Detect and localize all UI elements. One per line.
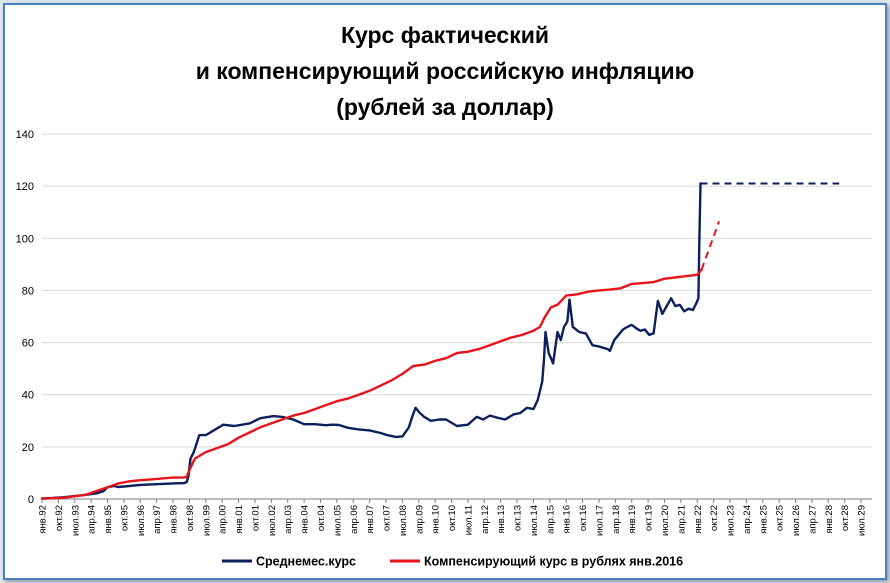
x-tick-label-21: окт.07 bbox=[382, 505, 393, 531]
x-tick-label-14: июл.02 bbox=[267, 505, 278, 536]
x-tick-label-31: апр.15 bbox=[545, 505, 556, 534]
y-tick-label-2: 40 bbox=[22, 390, 34, 402]
x-tick-label-4: янв.95 bbox=[103, 505, 114, 534]
x-tick-label-26: июл.11 bbox=[463, 505, 474, 535]
chart-title-line-2: и компенсирующий российскую инфляцию bbox=[195, 58, 695, 84]
x-tick-label-29: окт.13 bbox=[513, 505, 524, 531]
x-tick-label-41: окт.22 bbox=[709, 505, 720, 531]
x-tick-label-5: окт.95 bbox=[119, 505, 130, 531]
chart-title: Курс фактический и компенсирующий россий… bbox=[5, 17, 885, 125]
gridlines bbox=[42, 133, 872, 448]
x-tick-label-35: апр.18 bbox=[611, 505, 622, 534]
legend: Среднемес.курс Компенсирующий курс в рубл… bbox=[222, 555, 683, 569]
legend-label-1: Компенсирующий курс в рублях янв.2016 bbox=[424, 555, 683, 569]
x-tick-label-44: янв.25 bbox=[758, 505, 769, 534]
chart-title-line-3: (рублей за доллар) bbox=[336, 94, 554, 120]
x-tick-label-36: янв.19 bbox=[627, 505, 638, 534]
x-tick-label-33: окт.16 bbox=[578, 505, 589, 531]
x-tick-label-48: янв.28 bbox=[824, 505, 835, 534]
x-tick-label-2: июл.93 bbox=[70, 505, 81, 536]
x-tick-label-37: окт.19 bbox=[644, 505, 655, 531]
x-tick-label-47: апр.27 bbox=[807, 505, 818, 534]
x-tick-label-24: янв.10 bbox=[431, 505, 442, 534]
x-tick-label-13: окт.01 bbox=[250, 505, 261, 531]
x-tick-label-18: июл.05 bbox=[332, 505, 343, 536]
legend-label-0: Среднемес.курс bbox=[256, 555, 356, 569]
x-tick-label-1: окт.92 bbox=[54, 505, 65, 531]
chart-title-line-1: Курс фактический bbox=[340, 22, 549, 48]
series-line-0 bbox=[40, 182, 702, 500]
x-tick-label-19: апр.06 bbox=[349, 505, 360, 534]
series-line-1 bbox=[40, 268, 703, 500]
x-tick-label-20: янв.07 bbox=[365, 505, 376, 534]
x-tick-label-10: июл.99 bbox=[201, 505, 212, 536]
x-tick-label-9: окт.98 bbox=[185, 505, 196, 531]
y-tick-label-0: 0 bbox=[28, 494, 34, 506]
forecast-line-3 bbox=[700, 220, 721, 270]
x-tick-label-8: янв.98 bbox=[169, 505, 180, 534]
y-tick-label-6: 120 bbox=[16, 181, 34, 193]
x-tick-label-23: апр.09 bbox=[414, 505, 425, 534]
x-tick-label-49: окт.28 bbox=[840, 505, 851, 531]
x-tick-label-6: июл.96 bbox=[136, 505, 147, 536]
y-axis: 0 20 40 60 80 100 120 140 bbox=[16, 129, 34, 506]
x-tick-label-50: июл.29 bbox=[857, 505, 868, 536]
x-tick-label-25: окт.10 bbox=[447, 505, 458, 531]
x-tick-label-22: июл.08 bbox=[398, 505, 409, 536]
x-tick-label-3: апр.94 bbox=[87, 505, 98, 534]
x-tick-label-43: апр.24 bbox=[742, 505, 753, 534]
x-tick-label-17: окт.04 bbox=[316, 505, 327, 531]
x-tick-label-30: июл.14 bbox=[529, 505, 540, 536]
x-tick-label-46: июл.26 bbox=[791, 505, 802, 536]
x-tick-label-34: июл.17 bbox=[594, 505, 605, 536]
x-tick-label-38: июл.20 bbox=[660, 505, 671, 536]
x-tick-label-40: янв.22 bbox=[693, 505, 704, 534]
y-tick-label-1: 20 bbox=[22, 442, 34, 454]
x-tick-label-16: янв.04 bbox=[300, 505, 311, 534]
x-tick-label-28: янв.13 bbox=[496, 505, 507, 534]
x-tick-label-32: янв.16 bbox=[562, 505, 573, 534]
x-tick-label-27: апр.12 bbox=[480, 505, 491, 534]
x-tick-label-39: апр.21 bbox=[676, 505, 687, 534]
x-tick-label-15: апр.03 bbox=[283, 505, 294, 534]
x-tick-label-7: апр.97 bbox=[152, 505, 163, 534]
y-tick-label-7: 140 bbox=[16, 129, 34, 141]
x-axis: янв.92 окт.92 июл.93 апр.94 янв.95 окт.95 июл.… bbox=[38, 498, 872, 536]
x-tick-label-12: янв.01 bbox=[234, 505, 245, 534]
y-tick-label-4: 80 bbox=[22, 285, 34, 297]
y-tick-label-5: 100 bbox=[16, 233, 34, 245]
y-tick-label-3: 60 bbox=[22, 338, 34, 350]
x-tick-label-11: апр.00 bbox=[218, 505, 229, 534]
plot-area bbox=[40, 182, 840, 500]
x-tick-label-42: июл.23 bbox=[726, 505, 737, 536]
x-tick-label-45: окт.25 bbox=[775, 505, 786, 531]
x-tick-label-0: янв.92 bbox=[38, 505, 49, 534]
